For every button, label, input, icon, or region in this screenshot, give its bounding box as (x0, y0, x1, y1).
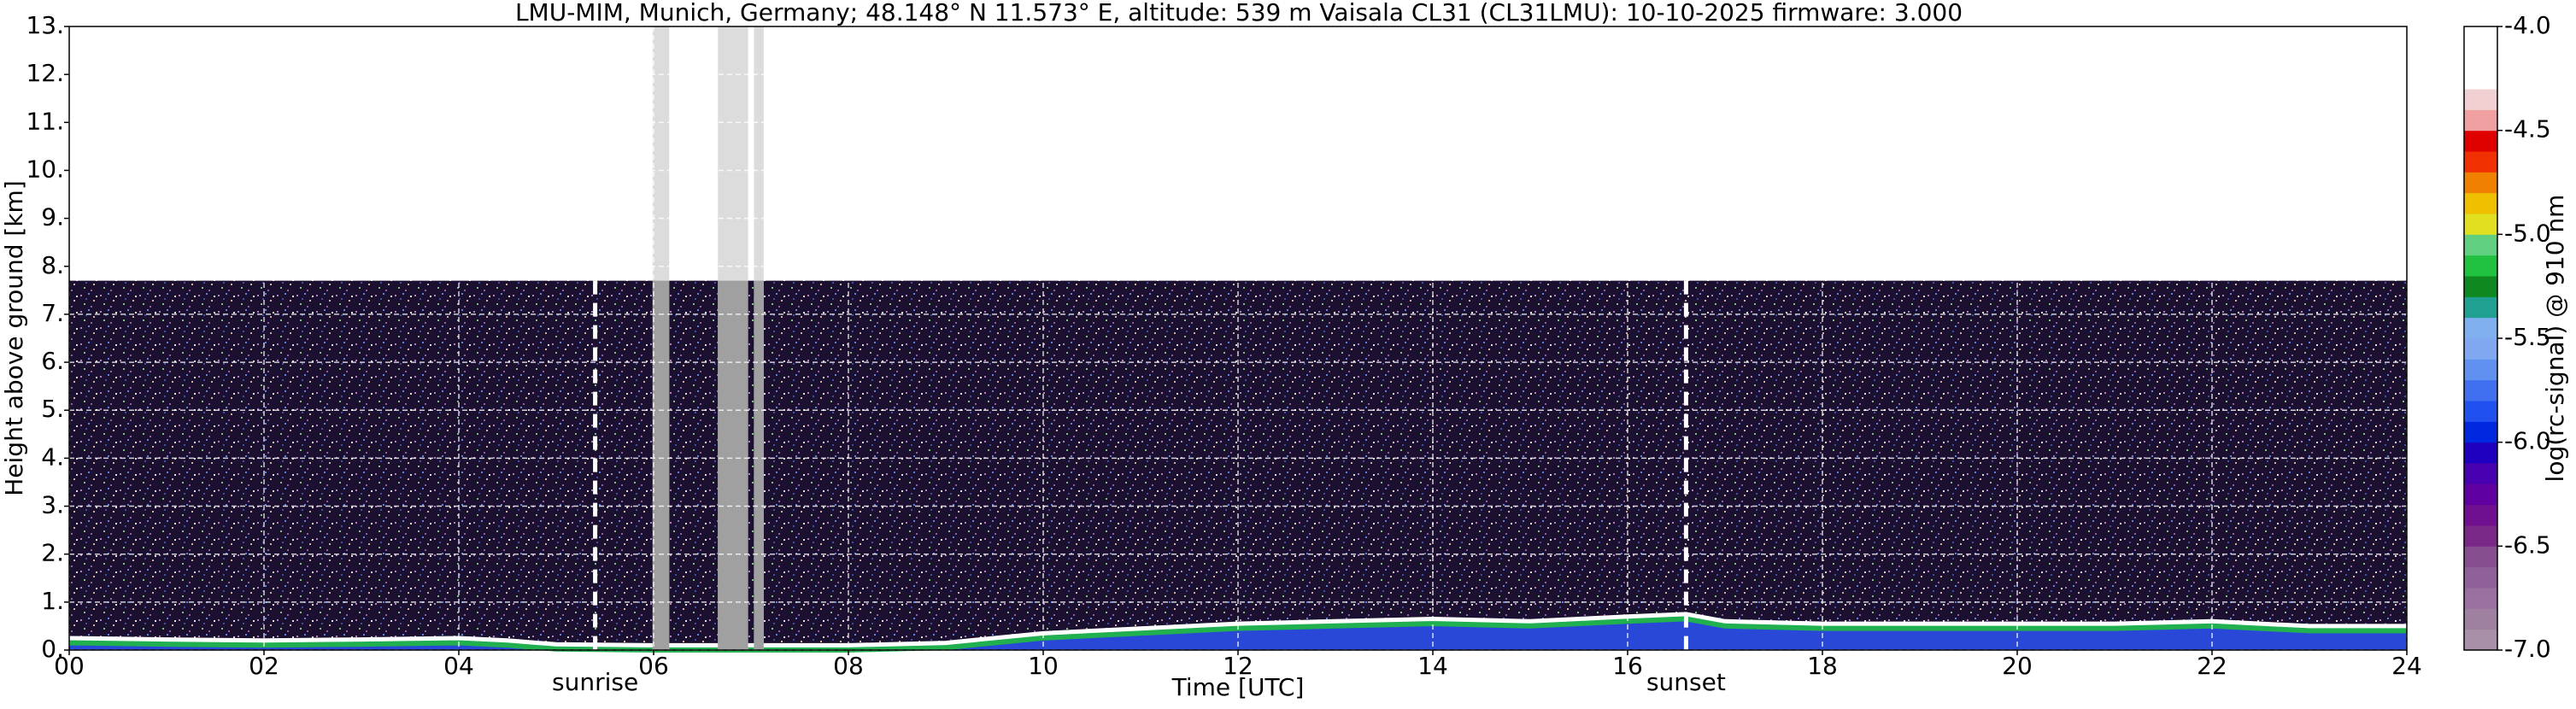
y-tick-label: 5. (41, 395, 64, 423)
colorbar-swatch (2464, 421, 2497, 443)
x-tick-label: 02 (249, 652, 279, 680)
boundary-layer-area (69, 613, 2407, 650)
colorbar-tick-label: -4.5 (2504, 115, 2551, 144)
colorbar-swatch (2464, 359, 2497, 381)
data-gap-signal (718, 280, 748, 650)
colorbar-swatch (2464, 608, 2497, 630)
colorbar-label: log(rc-signal) @ 910 nm (2541, 195, 2569, 483)
y-tick-label: 2. (41, 539, 64, 567)
x-tick-label: 16 (1612, 652, 1643, 680)
colorbar-swatch (2464, 130, 2497, 152)
colorbar-tick-label: -6.0 (2504, 427, 2551, 455)
colorbar-swatch (2464, 338, 2497, 360)
colorbar-swatch (2464, 483, 2497, 506)
colorbar-swatch (2464, 566, 2497, 589)
y-tick-label: 10. (26, 155, 64, 183)
colorbar-swatch (2464, 214, 2497, 235)
x-tick-label: 22 (2197, 652, 2227, 680)
colorbar-swatch (2464, 629, 2497, 651)
x-axis-label: Time [UTC] (1171, 673, 1305, 701)
y-tick-label: 3. (41, 491, 64, 519)
x-tick-label: 12 (1223, 652, 1253, 680)
colorbar-swatch (2464, 442, 2497, 464)
chart-title: LMU-MIM, Munich, Germany; 48.148° N 11.5… (515, 0, 1963, 26)
colorbar-swatch (2464, 192, 2497, 214)
colorbar-tick-label: -5.0 (2504, 219, 2551, 247)
colorbar-swatch (2464, 255, 2497, 277)
x-tick-label: 20 (2002, 652, 2033, 680)
colorbar-swatch (2464, 89, 2497, 110)
y-axis-label: Height above ground [km] (0, 180, 28, 496)
colorbar-swatch (2464, 401, 2497, 422)
colorbar-swatch (2464, 525, 2497, 547)
colorbar-swatch (2464, 67, 2497, 90)
y-tick-label: 1. (41, 587, 64, 615)
colorbar-swatch (2464, 588, 2497, 609)
colorbar-swatch (2464, 504, 2497, 526)
colorbar-swatch (2464, 463, 2497, 484)
y-tick-label: 0. (41, 635, 64, 663)
y-tick-label: 11. (26, 107, 64, 135)
colorbar-swatch (2464, 172, 2497, 194)
annotation-label: sunset (1646, 668, 1726, 696)
y-tick-label: 7. (41, 299, 64, 327)
colorbar-swatch (2464, 234, 2497, 256)
colorbar-swatch (2464, 26, 2497, 48)
colorbar-tick-label: -6.5 (2504, 530, 2551, 559)
data-gap-signal (754, 280, 764, 650)
colorbar-tick-label: -5.5 (2504, 323, 2551, 351)
y-tick-label: 9. (41, 203, 64, 231)
colorbar-swatch (2464, 47, 2497, 69)
x-tick-label: 14 (1417, 652, 1448, 680)
layer-top-line (68, 612, 2407, 647)
colorbar-swatch (2464, 296, 2497, 319)
x-tick-label: 10 (1028, 652, 1059, 680)
x-tick-label: 24 (2391, 652, 2422, 680)
x-tick-label: 08 (833, 652, 864, 680)
y-tick-label: 6. (41, 347, 64, 375)
colorbar-swatch (2464, 276, 2497, 297)
plot-frame (68, 26, 2408, 651)
colorbar-swatch (2464, 109, 2497, 132)
colorbar-tick-label: -7.0 (2504, 635, 2551, 663)
x-tick-label: 04 (443, 652, 474, 680)
colorbar-tick-label: -4.0 (2504, 11, 2551, 39)
y-tick-label: 12. (26, 59, 64, 87)
colorbar-swatch (2464, 546, 2497, 568)
colorbar-swatch (2464, 151, 2497, 173)
y-tick-label: 13. (26, 11, 64, 39)
annotation-label: sunrise (552, 668, 638, 696)
x-tick-label: 00 (54, 652, 85, 680)
y-tick-label: 8. (41, 251, 64, 279)
x-tick-label: 06 (638, 652, 669, 680)
colorbar-swatch (2464, 317, 2497, 339)
y-tick-label: 4. (41, 442, 64, 471)
x-tick-label: 18 (1807, 652, 1838, 680)
data-gap-signal (652, 280, 670, 650)
colorbar-swatch (2464, 379, 2497, 401)
